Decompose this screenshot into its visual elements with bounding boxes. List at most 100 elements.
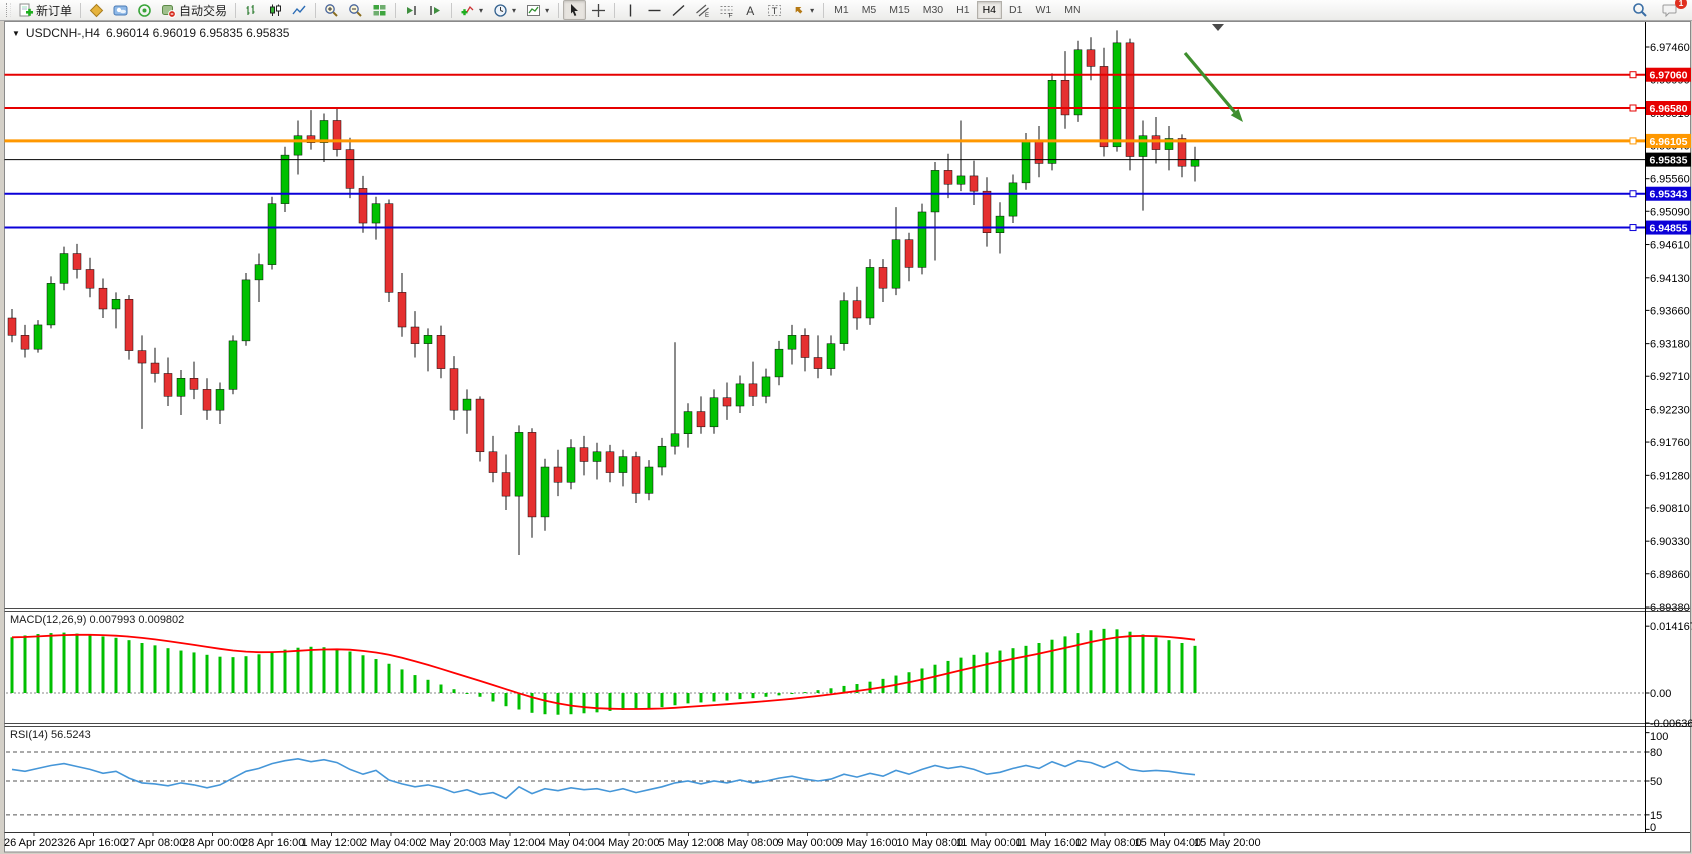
chart-window-border [4,21,1691,853]
trendline-button[interactable] [667,0,690,20]
auto-scroll-icon [407,5,416,15]
text-label-button[interactable]: T [763,0,786,20]
search-button[interactable] [1628,0,1652,20]
timeframe-m30[interactable]: M30 [922,4,944,16]
equidistant-channel-button[interactable]: E [691,0,714,20]
time-tick-label: 4 May 04:00 [540,837,601,849]
rsi-tick-label: 50 [1650,776,1662,788]
chart-title: ▼ USDCNH-,H4 6.96014 6.96019 6.95835 6.9… [12,26,289,40]
price-tick-label: 6.95560 [1650,174,1690,186]
templates-icon [527,4,541,16]
price-line-label-box [1646,133,1691,148]
price-line-label-box [1646,100,1691,115]
toolbar-separator [823,2,825,18]
new-order-icon [19,3,33,16]
chart-line-button[interactable] [288,0,311,20]
zoom-in-button[interactable] [320,0,343,20]
horizontal-line-button[interactable] [643,0,666,20]
new-order-label: 新订单 [36,3,73,18]
toolbar-separator [235,2,237,18]
auto-trading-icon [162,4,176,18]
price-line-label-box [1646,220,1691,235]
zoom-in-icon [325,3,338,17]
toolbar-separator [558,2,560,18]
horizontal-lines-layer[interactable]: 6.97060 6.96580 6.96105 6.95835 6.95343 6.948… [4,67,1692,235]
text-button[interactable]: A [739,0,762,20]
crosshair-button[interactable] [587,0,610,20]
tile-windows-button[interactable] [368,0,391,20]
time-tick-label: 9 May 00:00 [778,837,839,849]
chart-bars-button[interactable] [240,0,263,20]
timeframe-w1[interactable]: W1 [1035,4,1052,16]
toolbar-separator [614,2,616,18]
signal-icon [138,3,151,17]
timeframe-h4[interactable]: H4 [976,1,1003,19]
time-tick-label: 2 May 20:00 [421,837,482,849]
macd-indicator-label: MACD(12,26,9) 0.007993 0.009802 [10,614,185,626]
collapse-triangle-icon[interactable]: ▼ [12,28,20,38]
trend-arrow-annotation[interactable] [1183,51,1243,122]
timeframe-mn[interactable]: MN [1064,4,1081,16]
periods-dropdown[interactable]: ▾ [512,5,517,15]
price-tick-label: 6.90330 [1650,536,1690,548]
rsi-tick-label: 100 [1650,731,1668,743]
price-tick-label: 6.92230 [1650,404,1690,416]
new-order-button[interactable]: 新订单 [14,0,76,20]
time-tick-label: 4 May 20:00 [599,837,660,849]
cursor-button[interactable] [563,0,587,20]
fibonacci-button[interactable]: F [715,0,738,20]
vertical-line-button[interactable] [619,0,642,20]
chart-shift-marker[interactable] [1212,24,1224,31]
chart-candles-button[interactable] [264,0,287,20]
timeframe-d1[interactable]: D1 [1009,4,1023,16]
price-tick-label: 6.91280 [1650,470,1690,482]
price-line-label-box [1646,186,1691,201]
zoom-out-button[interactable] [344,0,367,20]
svg-text:A: A [746,4,754,18]
line-anchor-marker [1629,104,1637,112]
chart-shift-icon [430,5,441,15]
metaeditor-button[interactable] [85,0,108,20]
price-line-label-box [1646,67,1691,82]
line-anchor-marker [1629,190,1637,198]
line-anchor-marker [1629,71,1637,79]
signals-button[interactable] [133,0,156,20]
time-tick-label: 1 May 12:00 [302,837,363,849]
indicators-button[interactable]: ▾ [456,0,488,20]
chart-shift-button[interactable] [424,0,447,20]
timeframe-h1[interactable]: H1 [956,4,970,16]
macd-tick-label: -0.006363 [1650,718,1692,730]
symbol-period-label: USDCNH-,H4 [25,26,100,40]
time-tick-label: 11 May 16:00 [1016,837,1082,849]
auto-scroll-button[interactable] [400,0,423,20]
virtual-hosting-button[interactable] [109,0,132,20]
time-tick-label: 15 May 04:00 [1135,837,1202,849]
price-line-label-box [1646,152,1691,167]
svg-text:E: E [705,13,709,18]
timeframe-m5[interactable]: M5 [861,4,877,16]
zoom-out-icon [349,3,362,17]
rsi-tick-label: 80 [1650,747,1662,759]
toolbar-grip[interactable] [6,3,11,17]
periods-button[interactable]: ▾ [489,0,521,20]
rsi-line [11,757,1196,800]
gold-diamond-icon [89,3,104,17]
text-icon: A [746,4,754,18]
auto-trading-label: 自动交易 [179,3,228,18]
rsi-pane: 100 80 50 150 [6,731,1668,834]
templates-button[interactable]: ▾ [522,0,554,20]
price-tick-label: 6.90810 [1650,503,1690,515]
templates-dropdown[interactable]: ▾ [545,5,550,15]
indicators-dropdown[interactable]: ▾ [479,5,484,15]
timeframe-m1[interactable]: M1 [834,4,849,16]
notifications-button[interactable]: 1 [1658,0,1687,20]
timeframe-m15[interactable]: M15 [889,4,910,16]
price-line-label: 6.95835 [1650,155,1688,167]
arrows-dropdown[interactable]: ▾ [810,5,815,15]
time-tick-label: 28 Apr 00:00 [183,837,245,849]
toolbar-separator [451,2,453,18]
arrows-button[interactable]: ▾ [787,0,819,20]
auto-trading-button[interactable]: 自动交易 [157,0,231,20]
